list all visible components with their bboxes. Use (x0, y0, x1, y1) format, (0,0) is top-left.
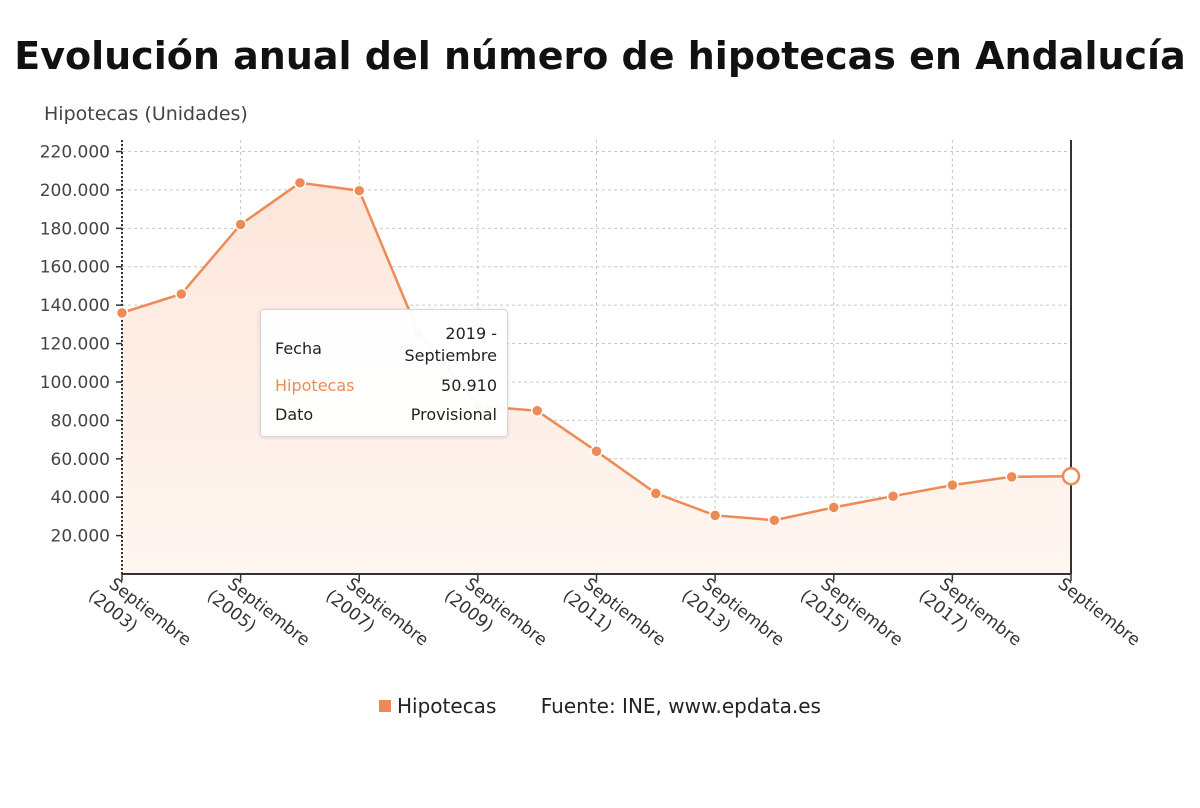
y-tick-label: 120.000 (40, 335, 110, 355)
legend-item-hipotecas[interactable]: Hipotecas (379, 694, 503, 718)
y-tick-label: 40.000 (51, 488, 110, 508)
axes (116, 140, 1072, 581)
data-point[interactable] (590, 445, 603, 458)
legend-series-label: Hipotecas (397, 694, 497, 718)
tooltip-hipotecas-label: Hipotecas (275, 376, 355, 395)
data-point[interactable] (1005, 470, 1018, 484)
y-tick-label: 20.000 (51, 527, 110, 547)
x-tick-label: Septiembre(2011) (559, 569, 669, 668)
x-tick-labels: Septiembre(2003) Septiembre(2005) Septiemb… (84, 569, 1144, 668)
y-tick-labels: 20.000 40.000 60.000 80.000 100.000 120.000 14… (40, 143, 110, 547)
chart-title: Evolución anual del número de hipotecas … (14, 34, 1186, 78)
tooltip-dato-label: Dato (275, 405, 314, 424)
x-tick-label: Septiembre(2009) (440, 569, 550, 668)
y-tick-label: 80.000 (51, 411, 110, 431)
data-tooltip: Fecha 2019 - Septiembre Hipotecas 50.910… (260, 309, 508, 437)
x-tick-label: Septiembre(2005) (203, 569, 313, 668)
tooltip-hipotecas-value: 50.910 (441, 376, 497, 395)
x-tick-label: Septiembre (1054, 574, 1144, 650)
y-axis-label: Hipotecas (Unidades) (44, 103, 248, 125)
data-point[interactable] (708, 509, 722, 522)
data-point[interactable] (115, 306, 129, 320)
y-tick-label: 200.000 (40, 181, 110, 201)
source-note: Fuente: INE, www.epdata.es (540, 694, 821, 718)
y-tick-label: 160.000 (40, 258, 110, 278)
x-tick-label: Septiembre(2017) (915, 569, 1025, 668)
tooltip-fecha-month: Septiembre (404, 346, 497, 365)
x-tick-label: Septiembre(2013) (677, 569, 787, 668)
data-point[interactable] (175, 287, 188, 301)
y-tick-label: 60.000 (51, 450, 110, 470)
y-tick-label: 100.000 (40, 373, 110, 393)
data-point[interactable] (946, 478, 959, 492)
data-point[interactable] (768, 513, 781, 527)
x-tick-label: Septiembre(2003) (84, 569, 194, 668)
data-point[interactable] (293, 176, 307, 190)
y-tick-label: 180.000 (40, 219, 110, 239)
data-point-highlighted[interactable] (1061, 466, 1081, 486)
data-point[interactable] (234, 218, 247, 231)
x-tick-label: Septiembre(2007) (322, 569, 432, 668)
series-area (122, 182, 1071, 575)
legend: Hipotecas Fuente: INE, www.epdata.es (0, 694, 1200, 718)
data-point[interactable] (886, 489, 900, 503)
tooltip-fecha-label: Fecha (275, 339, 322, 358)
y-tick-label: 140.000 (40, 296, 110, 316)
legend-swatch (379, 700, 392, 712)
x-tick-label: Septiembre(2015) (796, 569, 906, 668)
data-point[interactable] (649, 487, 663, 500)
data-point[interactable] (827, 501, 840, 514)
y-tick-label: 220.000 (40, 143, 110, 163)
tooltip-fecha-year: 2019 - (445, 324, 497, 343)
data-point[interactable] (353, 184, 366, 197)
data-point[interactable] (530, 404, 544, 418)
tooltip-dato-value: Provisional (410, 405, 497, 424)
tooltip-fecha-value: 2019 - Septiembre (404, 323, 497, 367)
